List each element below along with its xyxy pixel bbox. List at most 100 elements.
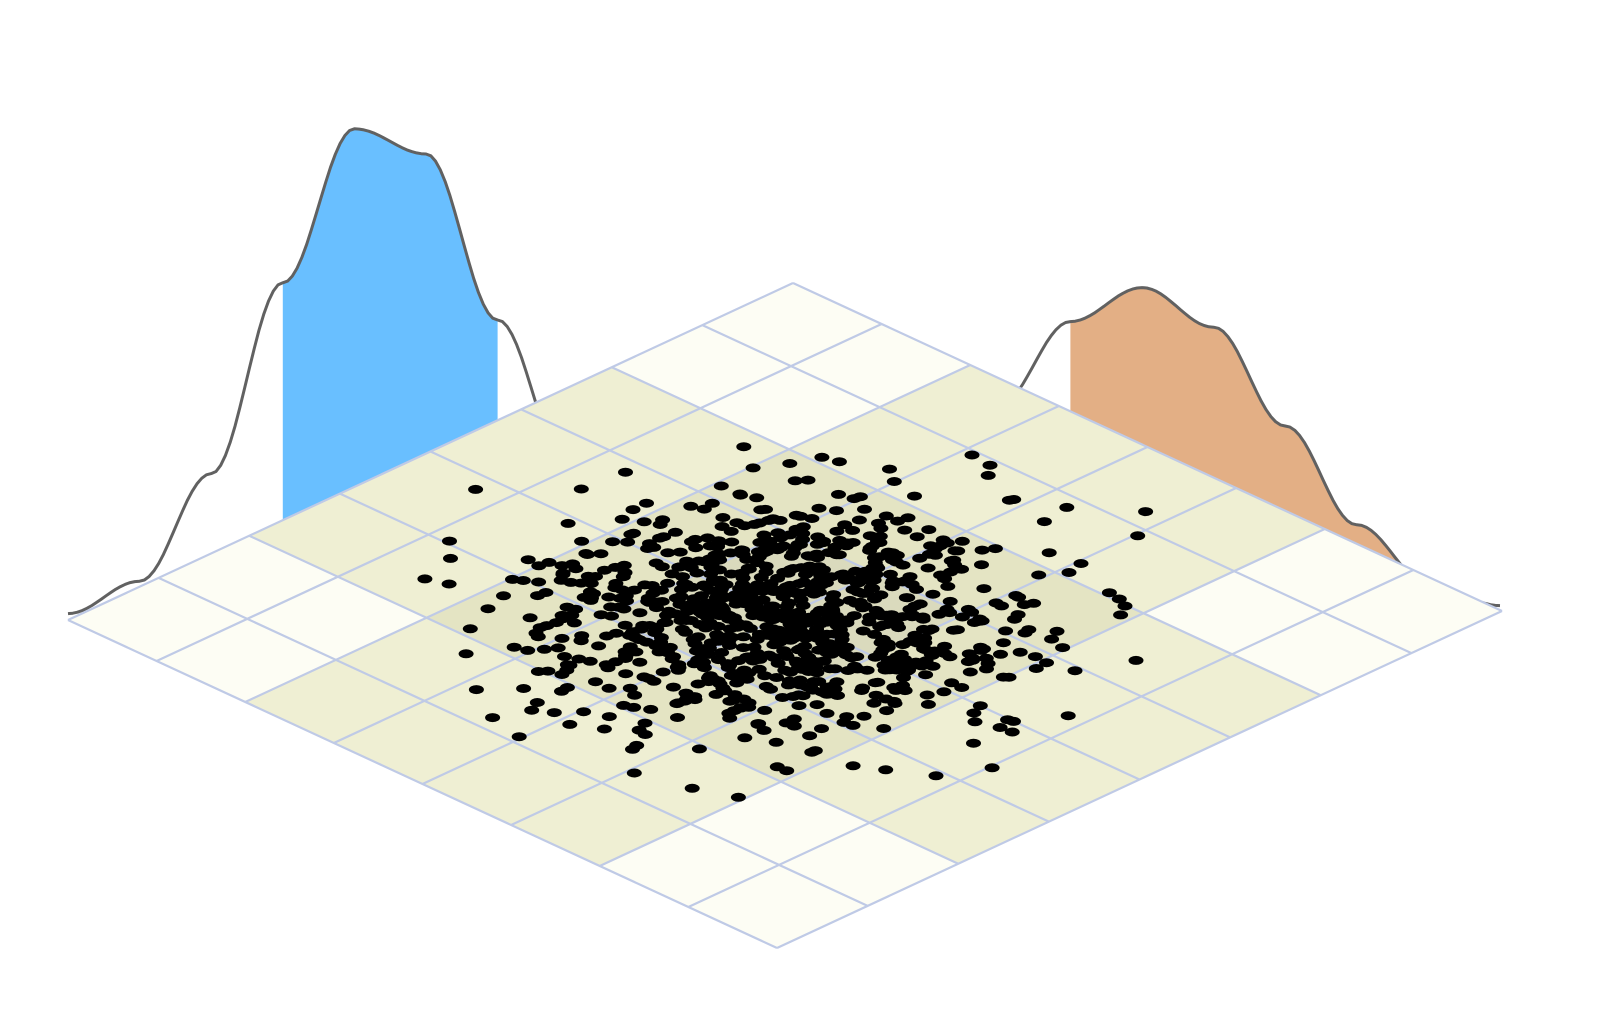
scatter-point: [1117, 601, 1133, 611]
scatter-point: [653, 633, 669, 642]
scatter-point: [810, 553, 825, 562]
scatter-point: [601, 683, 617, 693]
scatter-point: [993, 649, 1008, 659]
grid-line-x-8: [792, 282, 1503, 612]
scatter-point: [714, 648, 730, 657]
scatter-point: [660, 548, 676, 558]
scatter-point: [524, 705, 540, 715]
scatter-point: [1036, 517, 1052, 527]
scatter-point: [560, 518, 576, 528]
scatter-point: [944, 678, 960, 688]
scatter-point: [966, 708, 982, 718]
scatter-point: [1012, 647, 1028, 657]
scatter-point: [872, 531, 888, 541]
scatter-point: [857, 601, 873, 611]
scatter-point: [1041, 548, 1057, 558]
scatter-point: [855, 683, 871, 693]
scatter-point: [629, 740, 645, 750]
grid-line-y-6: [599, 528, 1326, 867]
scatter-point: [859, 665, 875, 675]
scatter-point: [1113, 610, 1129, 620]
scatter-point: [918, 670, 934, 680]
scatter-point: [632, 608, 648, 618]
scatter-point: [870, 563, 886, 573]
scatter-point: [608, 578, 624, 588]
scatter-point: [736, 442, 752, 452]
scatter-point: [878, 765, 894, 775]
scatter-point: [900, 513, 916, 523]
scatter-point: [925, 661, 941, 671]
scatter-point: [618, 669, 634, 679]
scatter-point: [574, 536, 590, 546]
grid-line-y-8: [776, 610, 1503, 949]
scatter-point: [775, 541, 791, 551]
scatter-point: [588, 677, 603, 687]
scatter-point: [831, 489, 846, 499]
grid-line-x-7: [701, 324, 1412, 655]
scatter-point: [730, 792, 746, 802]
scatter-point: [571, 654, 587, 664]
scatter-point: [713, 481, 729, 491]
scatter-point: [984, 763, 1000, 773]
scatter-point: [873, 590, 889, 600]
scatter-point: [980, 470, 996, 480]
scatter-point: [980, 659, 996, 668]
scatter-points: [417, 442, 1154, 802]
scatter-point: [827, 664, 843, 674]
scatter-point: [1060, 711, 1076, 721]
scatter-point: [800, 475, 816, 485]
scatter-point: [749, 493, 765, 503]
scatter-point: [596, 724, 612, 734]
scatter-point: [851, 515, 867, 525]
scatter-point: [972, 701, 988, 711]
scatter-point: [591, 641, 607, 651]
scatter-point: [723, 526, 739, 536]
scatter-point: [1067, 666, 1083, 676]
scatter-point: [909, 532, 925, 542]
scatter-point: [987, 544, 1003, 554]
scatter-point: [614, 514, 630, 524]
scatter-point: [994, 601, 1009, 611]
scatter-point: [520, 555, 536, 565]
scatter-point: [568, 564, 584, 574]
scatter-point: [733, 490, 748, 500]
scatter-point: [704, 498, 720, 508]
scatter-point: [1006, 495, 1022, 504]
scatter-point: [678, 627, 693, 637]
scatter-point: [736, 632, 751, 642]
scatter-point: [846, 611, 862, 621]
scatter-point: [974, 616, 990, 626]
scatter-point: [468, 685, 484, 695]
scatter-point: [857, 504, 872, 514]
grid-line-x-6: [611, 366, 1322, 697]
scatter-point: [1010, 610, 1026, 620]
scatter-point: [618, 467, 633, 477]
scatter-point: [804, 514, 820, 523]
scatter-point: [643, 704, 659, 714]
scatter-point: [920, 699, 936, 709]
scatter-point: [675, 572, 690, 582]
scatter-point: [622, 683, 638, 693]
scatter-point: [845, 720, 861, 730]
scatter-point: [710, 636, 726, 646]
scatter-point: [496, 591, 511, 601]
scatter-point: [593, 549, 609, 559]
scatter-point: [529, 698, 545, 707]
scatter-point: [586, 589, 601, 599]
scatter-point: [811, 503, 827, 513]
scatter-point: [757, 671, 773, 681]
scatter-point: [757, 705, 773, 715]
scatter-point: [909, 584, 924, 594]
scatter-point: [662, 642, 678, 652]
scatter-point: [712, 555, 728, 565]
scatter-point: [636, 517, 652, 527]
scatter-point: [670, 713, 685, 722]
scatter-point: [601, 592, 617, 602]
scatter-point: [936, 687, 952, 697]
scatter-point: [781, 598, 797, 608]
scatter-point: [480, 604, 496, 614]
scatter-point: [1004, 727, 1020, 737]
scatter-point: [687, 534, 703, 544]
scatter-point: [443, 553, 458, 563]
scatter-point: [718, 580, 734, 590]
